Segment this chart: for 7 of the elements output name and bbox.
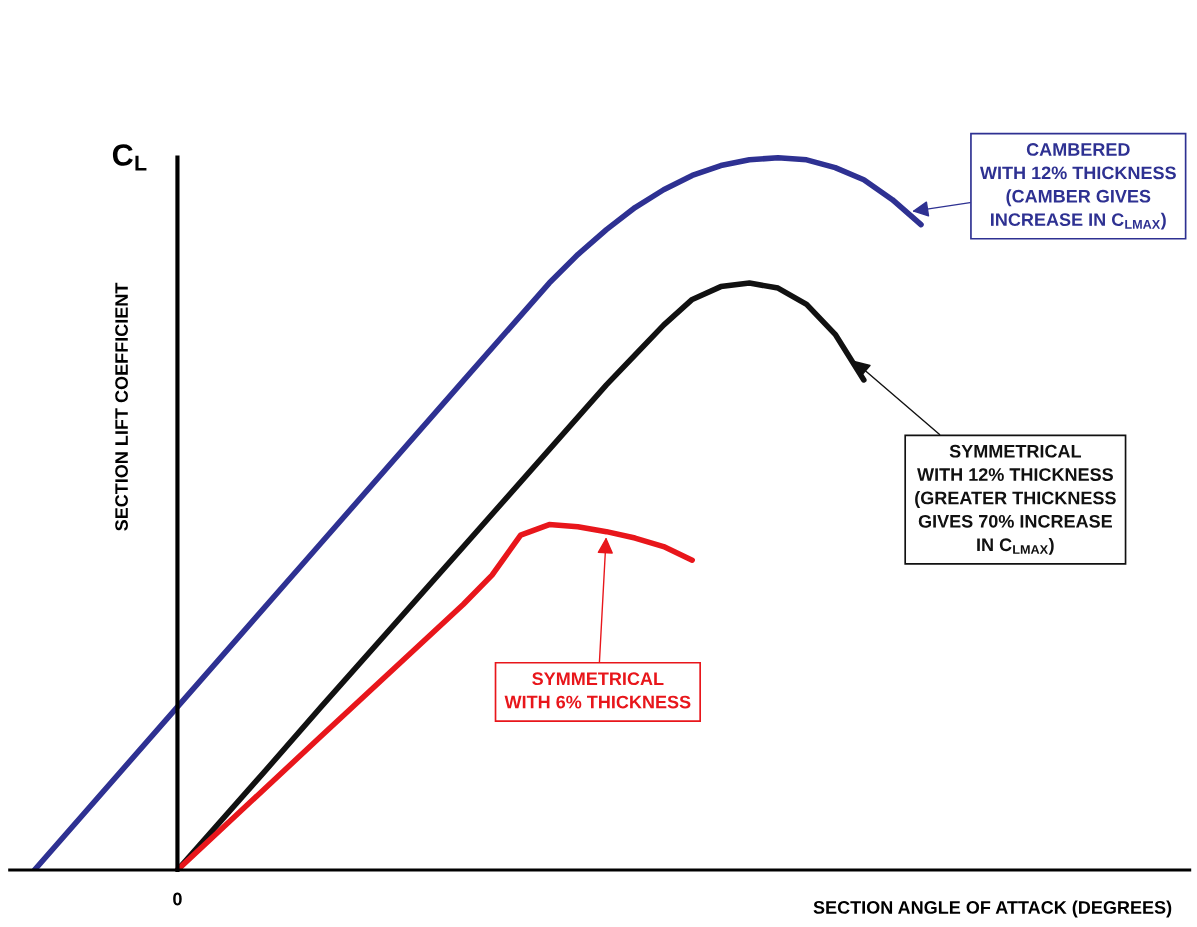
annotation: C$_{L}$	[112, 144, 147, 171]
annotation: CAMBERED WITH 12% THICKNESS (CAMBER GIVES INCREASE IN C$_{LMAX}$)	[979, 143, 1176, 230]
y-axis-title: SECTION LIFT COEFFICIENT	[115, 282, 128, 531]
annotation: SYMMETRICAL WITH 6% THICKNESS	[504, 672, 691, 709]
text: 0	[173, 892, 182, 906]
annotation: SYMMETRICAL WITH 12% THICKNESS (GREATER THICKNESS GIVES 70% INCREASE IN C$_{LMAX}$)	[915, 444, 1116, 555]
x-axis-title: SECTION ANGLE OF ATTACK (DEGREES)	[813, 900, 1172, 918]
